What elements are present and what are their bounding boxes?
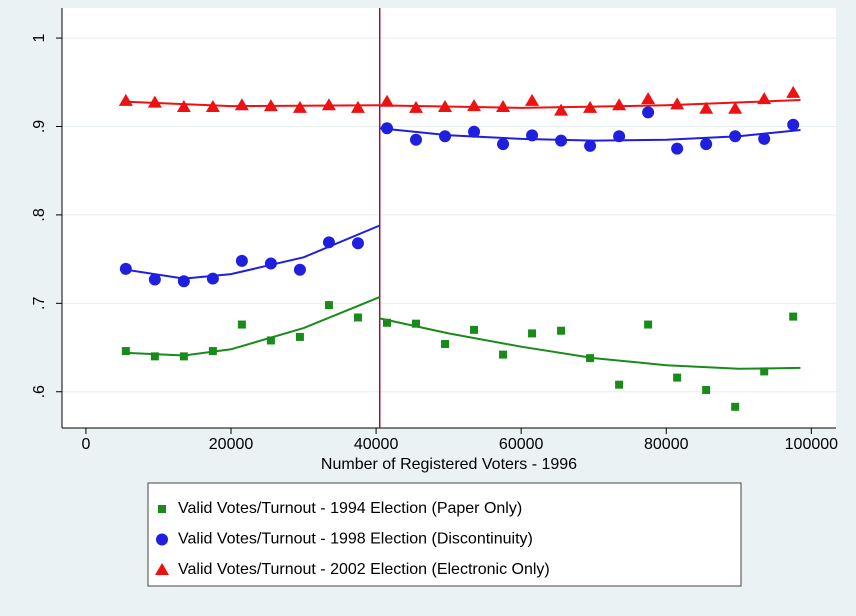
marker-circle	[439, 130, 452, 143]
marker-triangle	[379, 94, 394, 107]
marker-circle	[351, 237, 364, 250]
marker-circle	[264, 257, 277, 270]
marker-triangle	[155, 563, 169, 575]
marker-square	[644, 320, 653, 329]
x-tick-label: 100000	[785, 436, 838, 453]
y-tick-label: .9	[31, 120, 48, 133]
marker-circle	[700, 138, 713, 151]
marker-circle	[235, 254, 248, 267]
legend-box	[147, 482, 742, 587]
marker-circle	[177, 275, 190, 288]
marker-circle	[497, 138, 510, 151]
fit-line	[379, 99, 801, 109]
marker-square	[789, 312, 798, 321]
marker-square	[150, 352, 159, 361]
marker-triangle	[438, 100, 453, 113]
marker-triangle	[408, 100, 423, 113]
marker-triangle	[147, 95, 162, 108]
marker-circle	[671, 142, 684, 155]
marker-square	[615, 380, 624, 389]
marker-square	[702, 385, 711, 394]
marker-triangle	[205, 100, 220, 113]
marker-circle	[584, 139, 597, 152]
x-tick-label: 60000	[499, 436, 544, 453]
marker-square	[411, 319, 420, 328]
marker-triangle	[786, 85, 801, 98]
marker-circle	[468, 125, 481, 138]
marker-square	[208, 347, 217, 356]
y-tick-label: .8	[31, 208, 48, 221]
marker-circle	[526, 129, 539, 142]
marker-circle	[148, 273, 161, 286]
marker-circle	[642, 106, 655, 119]
x-tick-label: 20000	[209, 436, 254, 453]
marker-square	[382, 318, 391, 327]
marker-circle	[293, 263, 306, 276]
marker-square	[528, 329, 537, 338]
marker-circle	[613, 130, 626, 143]
marker-triangle	[757, 92, 772, 105]
marker-triangle	[321, 98, 336, 111]
marker-triangle	[554, 103, 569, 116]
y-tick-label: .6	[31, 385, 48, 398]
marker-circle	[555, 134, 568, 147]
y-tick-label: 1	[31, 34, 48, 43]
x-tick-label: 0	[81, 436, 90, 453]
marker-square	[760, 367, 769, 376]
fit-line	[125, 296, 381, 357]
marker-triangle	[728, 101, 743, 114]
marker-square	[499, 350, 508, 359]
marker-square	[586, 354, 595, 363]
marker-circle	[787, 118, 800, 131]
legend-label: Valid Votes/Turnout - 2002 Election (Ele…	[178, 561, 550, 578]
marker-triangle	[176, 100, 191, 113]
marker-circle	[119, 262, 132, 275]
marker-triangle	[467, 99, 482, 112]
marker-square	[353, 313, 362, 322]
marker-square	[470, 325, 479, 334]
marker-circle	[380, 122, 393, 135]
marker-square	[731, 402, 740, 411]
marker-triangle	[583, 100, 598, 113]
marker-triangle	[118, 93, 133, 106]
marker-square	[237, 320, 246, 329]
x-tick-label: 80000	[644, 436, 689, 453]
marker-square	[673, 373, 682, 382]
marker-square	[324, 301, 333, 310]
x-axis-label: Number of Registered Voters - 1996	[321, 456, 577, 473]
x-tick-label: 40000	[354, 436, 399, 453]
marker-square	[295, 332, 304, 341]
marker-circle	[156, 533, 168, 546]
marker-triangle	[292, 100, 307, 113]
marker-square	[158, 505, 166, 513]
marker-square	[121, 347, 130, 356]
marker-square	[266, 336, 275, 345]
marker-triangle	[525, 93, 540, 106]
legend-label: Valid Votes/Turnout - 1994 Election (Pap…	[178, 500, 522, 517]
marker-circle	[409, 133, 422, 146]
plot-area	[62, 8, 836, 428]
marker-triangle	[612, 98, 627, 111]
marker-triangle	[496, 100, 511, 113]
marker-triangle	[234, 98, 249, 111]
marker-circle	[322, 236, 335, 249]
marker-square	[441, 340, 450, 348]
marker-circle	[206, 272, 219, 285]
marker-triangle	[699, 101, 714, 114]
marker-triangle	[263, 99, 278, 112]
marker-square	[179, 352, 188, 361]
marker-triangle	[670, 97, 685, 110]
marker-triangle	[641, 92, 656, 105]
marker-square	[557, 326, 566, 335]
y-tick-label: .7	[31, 297, 48, 310]
marker-circle	[758, 132, 771, 145]
legend-label: Valid Votes/Turnout - 1998 Election (Dis…	[178, 531, 533, 548]
marker-circle	[729, 130, 742, 143]
marker-triangle	[350, 100, 365, 113]
